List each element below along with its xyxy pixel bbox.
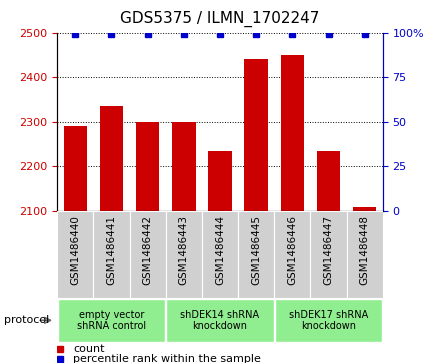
Text: GSM1486442: GSM1486442 [143, 215, 153, 285]
Bar [311, 211, 347, 298]
Bar [57, 211, 93, 298]
Text: GSM1486446: GSM1486446 [287, 215, 297, 285]
Text: GDS5375 / ILMN_1702247: GDS5375 / ILMN_1702247 [120, 11, 320, 27]
Bar [238, 211, 274, 298]
Bar [63, 126, 87, 211]
Text: percentile rank within the sample: percentile rank within the sample [73, 354, 261, 363]
Text: GSM1486447: GSM1486447 [323, 215, 334, 285]
Bar [58, 298, 165, 342]
Text: GSM1486443: GSM1486443 [179, 215, 189, 285]
Text: GSM1486448: GSM1486448 [360, 215, 370, 285]
Bar [208, 151, 232, 211]
Bar [129, 211, 166, 298]
Text: protocol: protocol [4, 315, 50, 325]
Bar [172, 122, 195, 211]
Bar [93, 211, 129, 298]
Bar [275, 298, 382, 342]
Text: empty vector
shRNA control: empty vector shRNA control [77, 310, 146, 331]
Bar [347, 211, 383, 298]
Bar [353, 207, 377, 211]
Bar [166, 298, 274, 342]
Bar [274, 211, 311, 298]
Bar [281, 55, 304, 211]
Text: GSM1486444: GSM1486444 [215, 215, 225, 285]
Text: shDEK14 shRNA
knockdown: shDEK14 shRNA knockdown [180, 310, 260, 331]
Text: GSM1486441: GSM1486441 [106, 215, 117, 285]
Text: shDEK17 shRNA
knockdown: shDEK17 shRNA knockdown [289, 310, 368, 331]
Text: count: count [73, 344, 105, 354]
Bar [136, 122, 159, 211]
Text: GSM1486440: GSM1486440 [70, 215, 80, 285]
Bar [245, 59, 268, 211]
Bar [100, 106, 123, 211]
Text: GSM1486445: GSM1486445 [251, 215, 261, 285]
Bar [166, 211, 202, 298]
Bar [317, 151, 340, 211]
Bar [202, 211, 238, 298]
